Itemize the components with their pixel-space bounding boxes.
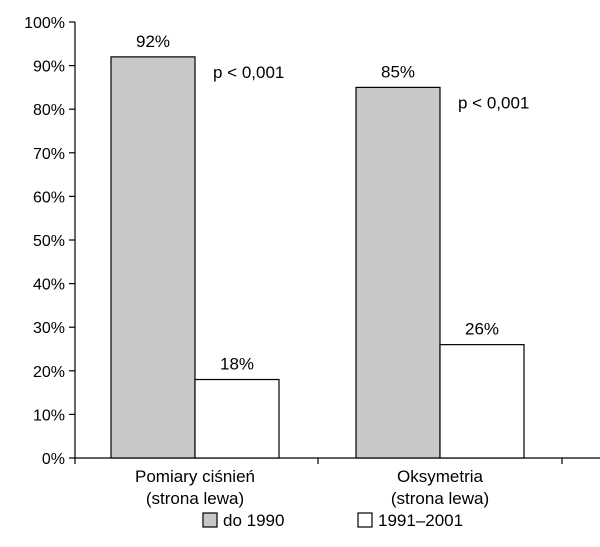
y-tick-label: 40% bbox=[33, 277, 65, 294]
p-value-annotation: p < 0,001 bbox=[213, 63, 284, 82]
y-tick-label: 70% bbox=[33, 146, 65, 163]
legend-swatch bbox=[357, 512, 373, 528]
legend-label: 1991–2001 bbox=[378, 511, 463, 530]
data-label: 85% bbox=[381, 62, 415, 81]
bar-0-1 bbox=[194, 378, 280, 459]
data-label: 26% bbox=[465, 320, 499, 339]
legend: do 1990 1991–2001 bbox=[202, 511, 463, 530]
data-label: 18% bbox=[220, 355, 254, 374]
axes: 0% 10% 20% 30% 40% 50% 60% 70% 80% 90% 100% bbox=[24, 15, 600, 468]
y-tick-label: 30% bbox=[33, 320, 65, 337]
labels: 92% 18% p < 0,001 Pomiary ciśnień (strona le… bbox=[135, 32, 529, 508]
data-label: 92% bbox=[136, 32, 170, 51]
legend-label: do 1990 bbox=[223, 511, 284, 530]
y-tick-label: 80% bbox=[33, 102, 65, 119]
y-tick-label: 50% bbox=[33, 233, 65, 250]
category-label: Oksymetria bbox=[397, 467, 484, 486]
y-tick-label: 20% bbox=[33, 364, 65, 381]
bar-1-1 bbox=[439, 344, 525, 459]
y-tick-label: 100% bbox=[24, 15, 65, 32]
category-label: (strona lewa) bbox=[391, 489, 489, 508]
y-tick-label: 0% bbox=[42, 451, 65, 468]
bar-0-0 bbox=[110, 56, 196, 459]
y-tick-label: 90% bbox=[33, 59, 65, 76]
y-tick-label: 10% bbox=[33, 407, 65, 424]
legend-swatch bbox=[202, 512, 218, 528]
category-label: Pomiary ciśnień bbox=[135, 467, 255, 486]
y-tick-label: 60% bbox=[33, 189, 65, 206]
category-label: (strona lewa) bbox=[146, 489, 244, 508]
bars bbox=[110, 56, 525, 459]
p-value-annotation: p < 0,001 bbox=[458, 93, 529, 112]
bar-1-0 bbox=[355, 86, 441, 459]
